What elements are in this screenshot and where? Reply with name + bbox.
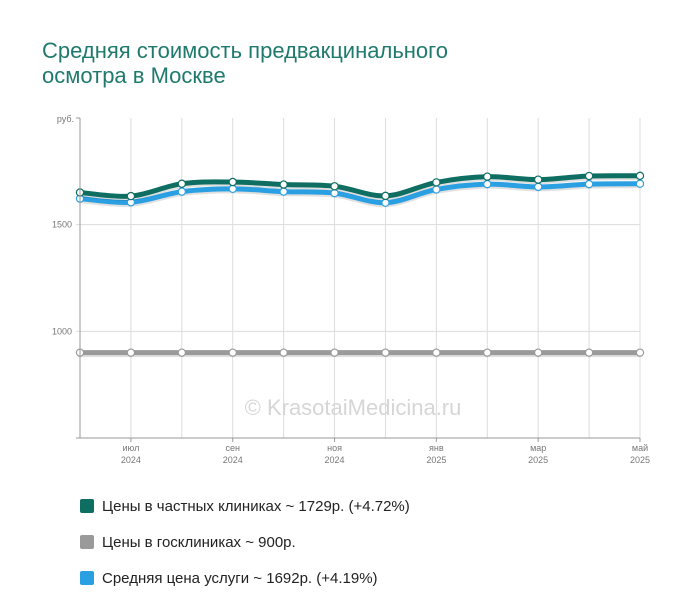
data-point-private: 1692 — [177, 179, 187, 188]
data-point-public: 900 — [584, 348, 594, 357]
x-tick-label-month: сен — [225, 443, 240, 453]
data-point-average: 1690 — [483, 179, 492, 189]
data-point-public: 900 — [177, 348, 187, 357]
data-point-public: 900 — [228, 348, 237, 357]
legend-item-average[interactable]: Средняя цена услуги ~ 1692р. (+4.19%) — [80, 560, 410, 596]
legend-swatch-private — [80, 499, 94, 513]
x-tick-label-month: июл — [122, 443, 139, 453]
data-point-public: 900 — [432, 348, 441, 357]
x-tick-label-month: мар — [530, 443, 546, 453]
data-point-public: 900 — [279, 348, 288, 357]
data-point-private: 1725 — [483, 172, 492, 181]
data-point-private: 1634 — [126, 191, 136, 201]
series-line-average — [77, 181, 643, 206]
chart-title-line-1: Средняя стоимость предвакцинального — [42, 38, 448, 63]
x-tick-label-year: 2024 — [325, 455, 345, 465]
axes-layer: 1000 1500 руб. июл 2024 сен 2024 ноя 2024 янв 2025… — [52, 114, 650, 465]
legend-swatch-average — [80, 571, 94, 585]
data-point-public: 900 — [483, 348, 492, 357]
data-point-private: 1729 — [635, 171, 645, 181]
chart-title: Средняя стоимость предвакцинального осмо… — [42, 38, 448, 88]
chart-svg: © KrasotaiMedicina.ru 900 900 900 900 900 900… — [52, 114, 650, 465]
legend-item-private[interactable]: Цены в частных клиниках ~ 1729р. (+4.72%… — [80, 488, 410, 524]
data-point-public: 900 — [533, 348, 543, 357]
series-private: 1651163416921700168816801635169817251711… — [75, 171, 645, 201]
x-tick-label-year: 2024 — [121, 455, 141, 465]
data-point-private: 1698 — [432, 178, 441, 187]
y-tick-label: 1000 — [52, 326, 72, 336]
x-tick-label-year: 2024 — [223, 455, 243, 465]
legend-swatch-public — [80, 535, 94, 549]
series-public: 900900900900900900900900900900900900 — [75, 348, 645, 358]
y-unit-label: руб. — [57, 114, 74, 124]
x-tick-label-month: янв — [429, 443, 444, 453]
data-point-private: 1728 — [584, 171, 594, 181]
data-point-average: 1692 — [635, 179, 645, 188]
data-point-private: 1711 — [533, 175, 543, 184]
grid-layer — [76, 118, 641, 438]
data-point-public: 900 — [126, 348, 136, 357]
data-point-public: 900 — [330, 348, 339, 357]
series-average: 1622160516551668165516481603166516901677… — [75, 179, 645, 208]
x-tick-label-month: май — [632, 443, 648, 453]
data-point-private: 1680 — [330, 182, 339, 191]
data-point-average: 1690 — [584, 179, 594, 189]
legend-item-public[interactable]: Цены в госклиниках ~ 900р. — [80, 524, 410, 560]
series-layer: 9009009009009009009009009009009009001622… — [75, 171, 645, 358]
x-tick-label-year: 2025 — [630, 455, 650, 465]
legend-label-average: Средняя цена услуги ~ 1692р. (+4.19%) — [102, 569, 378, 587]
x-tick-label-year: 2025 — [426, 455, 446, 465]
data-point-average: 1677 — [533, 182, 543, 192]
series-line-private — [77, 173, 643, 199]
y-tick-label: 1500 — [52, 220, 72, 230]
data-point-public: 900 — [635, 348, 645, 357]
data-point-private: 1700 — [228, 177, 237, 187]
data-point-average: 1655 — [177, 187, 187, 196]
data-point-public: 900 — [381, 348, 390, 357]
legend-label-public: Цены в госклиниках ~ 900р. — [102, 533, 296, 551]
chart-title-line-2: осмотра в Москве — [42, 63, 226, 88]
x-tick-label-year: 2025 — [528, 455, 548, 465]
watermark: © KrasotaiMedicina.ru — [245, 395, 462, 420]
data-point-private: 1635 — [381, 191, 390, 201]
legend: Цены в частных клиниках ~ 1729р. (+4.72%… — [80, 488, 410, 596]
data-point-private: 1688 — [279, 180, 288, 189]
legend-label-private: Цены в частных клиниках ~ 1729р. (+4.72%… — [102, 497, 410, 515]
x-tick-label-month: ноя — [327, 443, 342, 453]
